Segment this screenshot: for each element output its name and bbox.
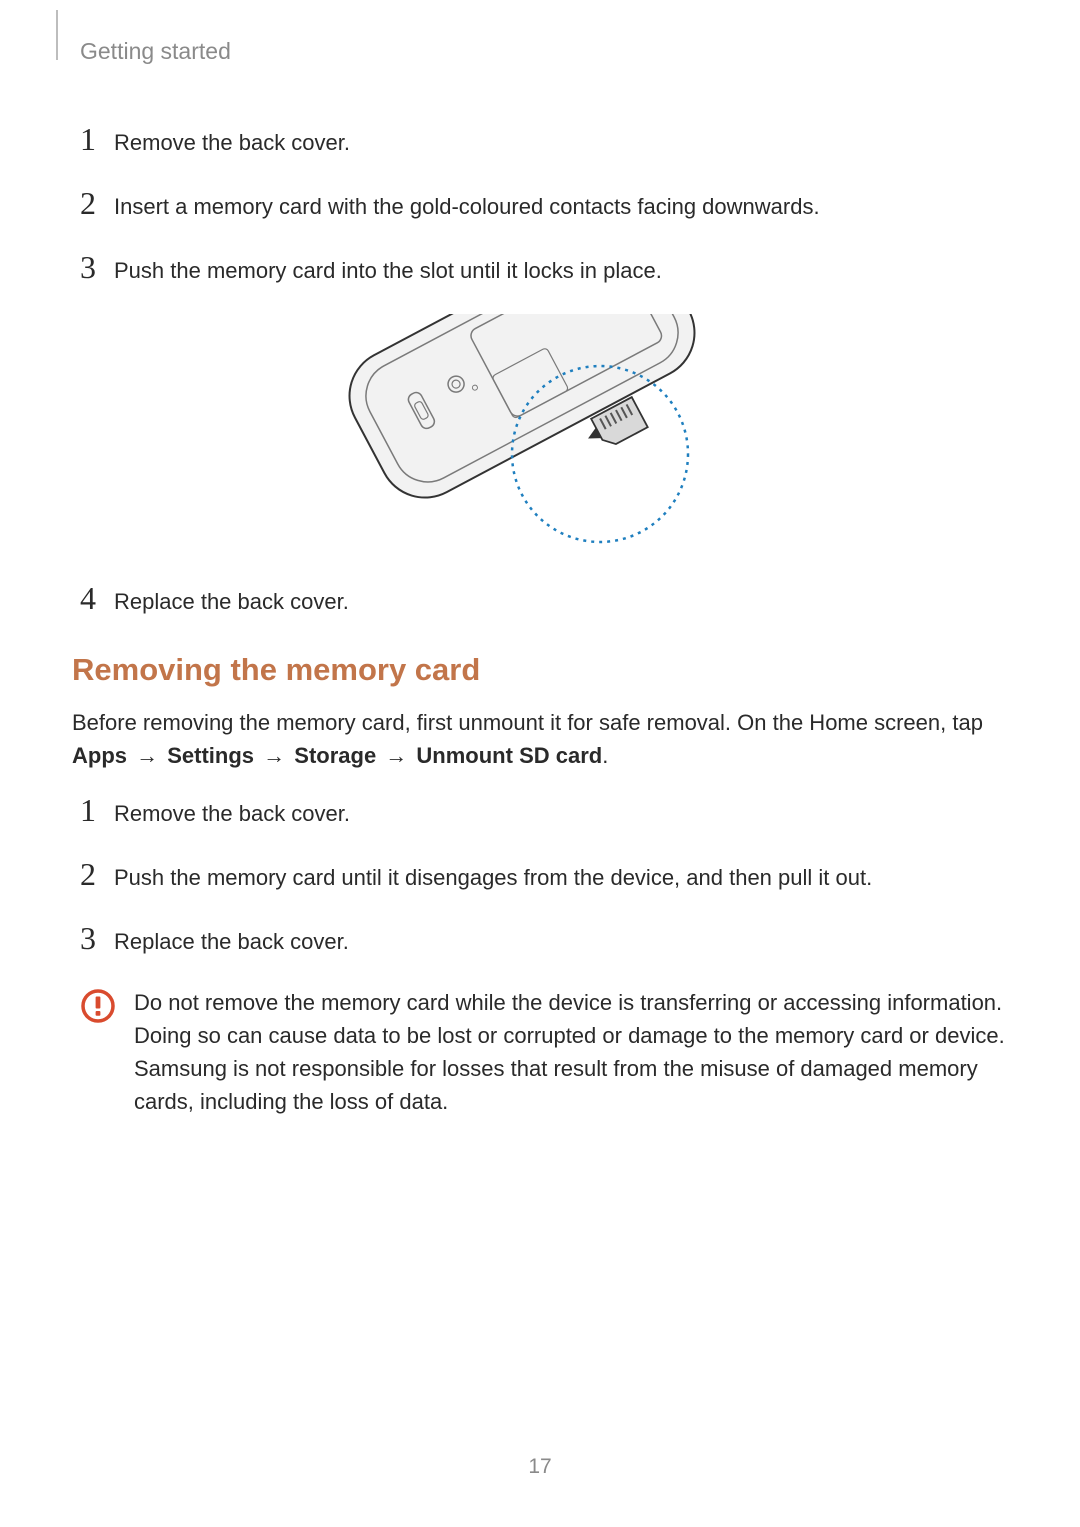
step-item: 1Remove the back cover. [80,794,1008,830]
step-number: 1 [80,123,114,155]
step-text: Replace the back cover. [114,923,349,958]
section-heading-removing: Removing the memory card [72,652,1008,688]
arrow-icon: → [254,743,294,768]
step-item: 4Replace the back cover. [80,582,1008,618]
page-header: Getting started [80,38,1008,65]
nav-path-segment: Settings [167,743,254,768]
step-text: Push the memory card until it disengages… [114,859,872,894]
phone-illustration [345,314,735,554]
arrow-icon: → [127,743,167,768]
step-item: 2Insert a memory card with the gold-colo… [80,187,1008,223]
step-item: 2Push the memory card until it disengage… [80,858,1008,894]
remove-steps: 1Remove the back cover.2Push the memory … [72,794,1008,957]
step-number: 4 [80,582,114,614]
step-text: Insert a memory card with the gold-colou… [114,188,820,223]
step-number: 1 [80,794,114,826]
step-item: 1Remove the back cover. [80,123,1008,159]
step-text: Replace the back cover. [114,583,349,618]
header-rule [56,10,58,60]
step-number: 2 [80,187,114,219]
step-number: 3 [80,922,114,954]
nav-path-segment: Storage [294,743,376,768]
nav-path-segment: Apps [72,743,127,768]
page-number: 17 [0,1455,1080,1479]
install-steps-part1: 1Remove the back cover.2Insert a memory … [72,123,1008,286]
step-text: Remove the back cover. [114,124,350,159]
step-number: 2 [80,858,114,890]
nav-path-segment: Unmount SD card [416,743,602,768]
section2-intro: Before removing the memory card, first u… [72,706,1008,772]
caution-text: Do not remove the memory card while the … [128,986,1008,1118]
step-item: 3Push the memory card into the slot unti… [80,251,1008,287]
step-number: 3 [80,251,114,283]
manual-page: Getting started 1Remove the back cover.2… [0,0,1080,1527]
arrow-icon: → [376,743,416,768]
step-text: Push the memory card into the slot until… [114,252,662,287]
step-text: Remove the back cover. [114,795,350,830]
memory-card-figure [72,314,1008,554]
caution-icon [80,986,128,1118]
install-steps-part2: 4Replace the back cover. [72,582,1008,618]
step-item: 3Replace the back cover. [80,922,1008,958]
caution-callout: Do not remove the memory card while the … [72,986,1008,1118]
